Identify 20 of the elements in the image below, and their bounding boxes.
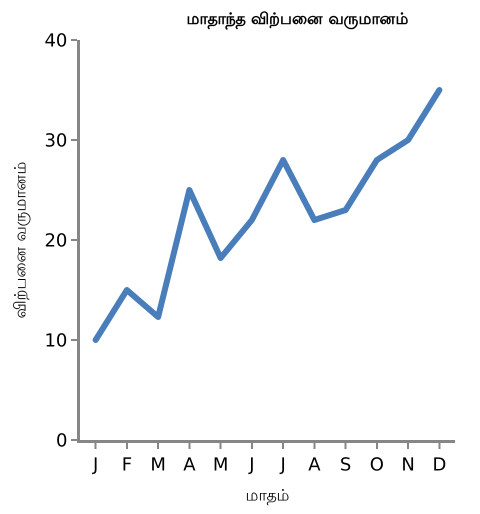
y-axis-title: விற்பனை வருமானம் bbox=[10, 161, 30, 319]
x-tick-label: A bbox=[183, 454, 196, 476]
x-tick-label: S bbox=[340, 454, 352, 476]
y-tick-label: 40 bbox=[44, 30, 68, 52]
x-tick-label: D bbox=[432, 454, 446, 476]
x-tick-label: J bbox=[248, 454, 255, 476]
chart-title: மாதாந்த விற்பனை வருமானம் bbox=[186, 9, 409, 30]
x-tick-label: M bbox=[150, 454, 166, 476]
x-tick-label: M bbox=[212, 454, 228, 476]
x-tick-label: O bbox=[370, 454, 384, 476]
x-tick-label: J bbox=[279, 454, 286, 476]
y-tick-label: 10 bbox=[44, 330, 68, 352]
x-axis-title: மாதம் bbox=[246, 485, 290, 504]
x-tick-label: A bbox=[308, 454, 322, 476]
y-tick-label: 0 bbox=[56, 430, 68, 452]
y-tick-label: 30 bbox=[44, 130, 68, 152]
x-tick-label: J bbox=[92, 454, 98, 476]
x-tick-label: N bbox=[401, 454, 415, 476]
y-tick-label: 20 bbox=[44, 230, 68, 252]
x-tick-label: F bbox=[122, 454, 132, 476]
